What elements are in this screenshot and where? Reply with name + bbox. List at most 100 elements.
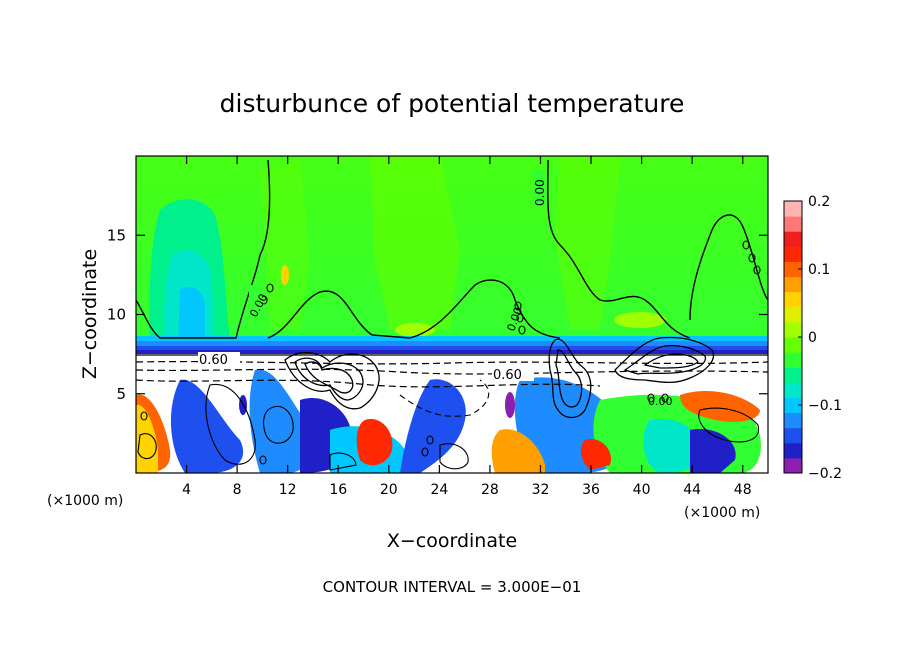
colorbar-segment	[784, 382, 802, 398]
x-tick-label: 8	[233, 482, 242, 498]
contour-small-loop	[514, 301, 522, 311]
colorbar-tick-label: 0.1	[808, 262, 830, 278]
contour-line	[547, 159, 691, 339]
x-axis: 4 8 12 16 20 24 28 32 36 40 44 48	[182, 156, 752, 498]
field-lower-warm	[580, 439, 611, 470]
x-tick-label: 24	[430, 482, 448, 498]
contour-label: 0.60	[199, 353, 228, 368]
contour-line	[439, 443, 469, 470]
x-tick-label: 44	[683, 482, 701, 498]
contour-cluster	[623, 344, 707, 375]
contour-line	[136, 368, 768, 375]
contour-small-loop	[259, 455, 267, 465]
y-tick-label: 10	[107, 306, 126, 324]
y-tick-label: 5	[116, 385, 126, 403]
x-tick-label: 4	[182, 482, 191, 498]
contour-small-loop	[647, 393, 655, 403]
field-lower-cold	[505, 392, 515, 418]
contour-label: 0.00	[648, 395, 673, 408]
contour-interval-note: CONTOUR INTERVAL = 3.000E−01	[323, 578, 582, 596]
contour-cluster	[555, 349, 583, 408]
field-warm-patch	[614, 312, 666, 328]
field-lower-cyan	[643, 419, 700, 473]
colorbar-segment	[784, 321, 802, 338]
contour-line	[263, 405, 294, 444]
field-light-column	[370, 156, 460, 330]
field-lower-blue	[400, 379, 466, 473]
contour-label: 0.00	[533, 179, 547, 206]
contour-line	[137, 433, 157, 460]
colorbar-tick-label: 0.2	[808, 194, 830, 210]
contour-cluster	[284, 352, 380, 410]
x-tick-label: 36	[582, 482, 600, 498]
colorbar-segment	[784, 397, 802, 414]
contour-small-loop	[426, 435, 434, 445]
contour-small-loop	[753, 265, 761, 275]
contour-line	[267, 279, 561, 339]
x-tick-label: 12	[279, 482, 297, 498]
colorbar-segment	[784, 337, 802, 353]
x-tick-label: 40	[633, 482, 651, 498]
chart-title: disturbunce of potential temperature	[220, 89, 685, 118]
contour-small-loop	[748, 253, 756, 263]
field-lower-blue	[249, 369, 314, 473]
colorbar-segment	[784, 427, 802, 444]
x-unit-left: (×1000 m)	[47, 493, 123, 509]
contour-small-loop	[266, 283, 274, 293]
colorbar-segment	[784, 231, 802, 247]
x-tick-label: 16	[329, 482, 347, 498]
colorbar: −0.2 −0.1 0 0.1 0.2	[783, 194, 842, 482]
field-blue-band	[136, 350, 768, 354]
x-unit-right: (×1000 m)	[684, 505, 760, 521]
contour-cluster	[304, 361, 354, 394]
colorbar-tick-label: 0	[808, 330, 817, 346]
contour-small-loop	[516, 313, 524, 323]
x-tick-label: 32	[532, 482, 550, 498]
colorbar-segment	[784, 352, 802, 368]
colorbar-segment	[784, 291, 802, 308]
field-lower-blue	[170, 379, 244, 473]
contour-small-loop	[421, 447, 429, 457]
contour-line	[698, 407, 760, 443]
colorbar-tick-label: −0.2	[808, 466, 842, 482]
field-lower-warm	[680, 390, 760, 422]
contour-small-loop	[742, 240, 750, 250]
contour-cluster	[643, 353, 699, 369]
field-cool-plume	[178, 286, 205, 345]
colorbar-segment	[784, 276, 802, 293]
colorbar-segment	[784, 261, 802, 278]
plot-area: 0.00 0.00 0.00 0.60 0.60 0.00	[136, 156, 768, 473]
contour-line	[205, 383, 256, 465]
field-light-column	[555, 156, 620, 330]
colorbar-segment	[784, 306, 802, 323]
field-warm-patch	[395, 323, 435, 337]
contour-cluster	[548, 338, 592, 419]
field-blue-band	[136, 341, 768, 347]
y-axis-label: Z−coordinate	[79, 249, 101, 379]
colorbar-segment	[784, 367, 802, 383]
contour-small-loop	[518, 325, 526, 335]
y-axis: 5 10 15	[107, 226, 768, 403]
colorbar-segment	[784, 442, 802, 459]
field-warm-patch	[281, 265, 289, 285]
contour-small-loop	[140, 411, 148, 421]
colorbar-segment	[784, 246, 802, 262]
field-lower-warm	[356, 419, 393, 466]
y-tick-label: 15	[107, 226, 126, 244]
x-tick-label: 48	[734, 482, 752, 498]
colorbar-segment	[784, 201, 802, 217]
colorbar-segment	[784, 216, 802, 232]
contour-line	[136, 379, 601, 388]
field-blue-band	[136, 346, 768, 351]
colorbar-tick-label: −0.1	[808, 398, 842, 414]
contour-small-loop	[661, 393, 669, 403]
contour-line	[399, 379, 490, 417]
x-tick-label: 20	[380, 482, 398, 498]
field-blue-band	[136, 336, 768, 342]
colorbar-segment	[784, 412, 802, 429]
colorbar-segment	[784, 457, 802, 474]
field-lower-warm	[491, 429, 545, 473]
contour-cluster	[614, 336, 715, 384]
contour-line	[329, 452, 357, 471]
